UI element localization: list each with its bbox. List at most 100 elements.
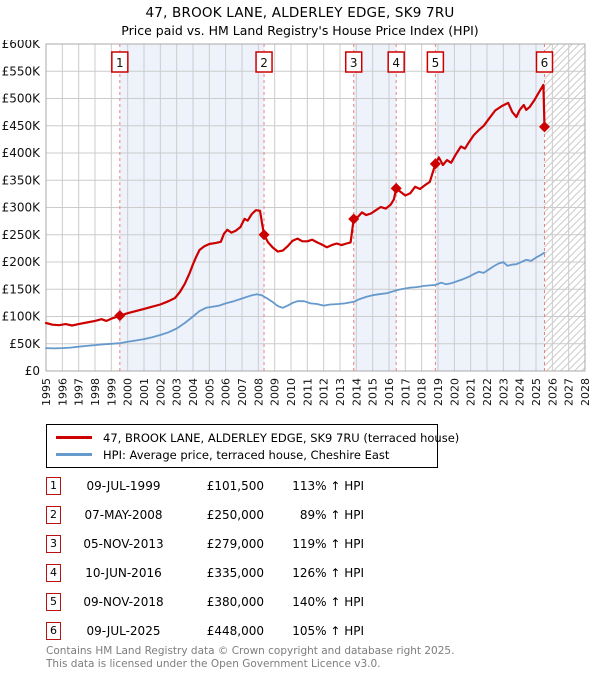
svg-text:2004: 2004 [187,378,200,406]
sales-table: 1 09-JUL-1999 £101,500 113% ↑ HPI 2 07-M… [46,476,386,650]
svg-text:2013: 2013 [334,378,347,406]
legend-label-hpi: HPI: Average price, terraced house, Ches… [103,447,390,462]
sale-date: 09-JUL-1999 [86,478,161,493]
svg-text:2021: 2021 [465,378,478,406]
svg-text:2007: 2007 [236,378,249,406]
sale-hpi-percent: 126% ↑ HPI [292,565,364,580]
svg-text:£600K: £600K [2,40,42,51]
svg-text:2015: 2015 [367,378,380,406]
sale-number-badge: 3 [46,534,61,553]
sale-number-badge: 1 [46,476,61,495]
svg-text:2020: 2020 [448,378,461,406]
svg-text:2023: 2023 [497,378,510,406]
svg-text:2026: 2026 [546,378,559,406]
sale-row-1: 1 09-JUL-1999 £101,500 113% ↑ HPI [46,476,386,495]
chart-title: 47, BROOK LANE, ALDERLEY EDGE, SK9 7RU [145,5,455,21]
svg-text:1998: 1998 [89,378,102,406]
svg-text:£500K: £500K [2,92,42,106]
svg-text:2027: 2027 [563,378,576,406]
sale-number-badge: 5 [46,592,61,611]
copyright-footer: Contains HM Land Registry data © Crown c… [46,645,454,671]
sale-row-4: 4 10-JUN-2016 £335,000 126% ↑ HPI [46,563,386,582]
sale-label-box-1 [111,51,129,73]
svg-text:2010: 2010 [285,378,298,406]
legend-row-hpi: HPI: Average price, terraced house, Ches… [56,446,428,463]
svg-text:£0: £0 [25,364,40,378]
sale-row-3: 3 05-NOV-2013 £279,000 119% ↑ HPI [46,534,386,553]
svg-text:2008: 2008 [252,378,265,406]
legend: 47, BROOK LANE, ALDERLEY EDGE, SK9 7RU (… [46,424,459,468]
svg-text:2: 2 [260,56,268,70]
footer-line-1: Contains HM Land Registry data © Crown c… [46,645,455,657]
sale-hpi-percent: 89% ↑ HPI [299,507,364,522]
sale-hpi-percent: 113% ↑ HPI [292,478,364,493]
svg-text:£400K: £400K [2,146,42,160]
sale-marker-2 [258,229,270,241]
svg-text:4: 4 [392,56,400,70]
svg-text:1996: 1996 [56,378,69,406]
sale-hpi-percent: 140% ↑ HPI [292,594,364,609]
sale-price: £448,000 [206,623,264,638]
sale-label-box-2 [255,51,273,73]
sale-date: 09-JUL-2025 [86,623,161,638]
svg-text:2006: 2006 [220,378,233,406]
svg-text:2001: 2001 [138,378,151,406]
sale-label-box-5 [426,51,445,73]
sale-date: 05-NOV-2013 [83,536,164,551]
svg-text:2005: 2005 [203,378,216,406]
price-line-swatch [56,436,92,439]
sale-price: £380,000 [206,594,264,609]
sale-date: 07-MAY-2008 [84,507,163,522]
y-axis-labels: £0 £50K £100K £150K £200K £250K £300K £350K £400… [2,40,42,378]
sale-hpi-percent: 105% ↑ HPI [292,623,364,638]
hpi-line [45,251,546,350]
sale-row-6: 6 09-JUL-2025 £448,000 105% ↑ HPI [46,621,386,640]
svg-text:2028: 2028 [579,378,592,406]
svg-text:2018: 2018 [416,378,429,406]
svg-text:£150K: £150K [2,282,42,296]
svg-text:3: 3 [350,56,358,70]
hpi-line-swatch [56,453,92,456]
svg-text:£50K: £50K [9,337,41,351]
svg-text:£100K: £100K [2,310,42,324]
svg-text:1999: 1999 [105,378,118,406]
sale-marker-1 [114,310,126,322]
sale-markers [114,121,550,322]
footer-line-2: This data is licensed under the Open Gov… [46,657,381,670]
svg-text:£450K: £450K [2,119,42,133]
grid [45,43,586,372]
sale-date: 10-JUN-2016 [85,565,162,580]
sale-row-5: 5 09-NOV-2018 £380,000 140% ↑ HPI [46,592,386,611]
svg-text:2019: 2019 [432,378,445,406]
legend-row-price: 47, BROOK LANE, ALDERLEY EDGE, SK9 7RU (… [56,429,459,446]
svg-text:2009: 2009 [269,378,282,406]
sale-number-badge: 4 [46,563,61,582]
svg-text:2017: 2017 [399,378,412,406]
sale-price: £101,500 [206,478,264,493]
sale-price: £279,000 [206,536,264,551]
sale-date: 09-NOV-2018 [83,594,164,609]
svg-text:2011: 2011 [301,378,314,406]
sale-marker-6 [538,121,550,133]
svg-text:2014: 2014 [350,378,363,406]
svg-text:1: 1 [116,56,124,70]
sale-price: £250,000 [206,507,264,522]
svg-text:6: 6 [541,56,549,70]
sale-label-box-6 [535,51,554,73]
svg-text:2012: 2012 [318,378,331,406]
svg-text:1997: 1997 [73,378,86,406]
sale-price: £335,000 [206,565,264,580]
sale-number-badge: 6 [46,621,61,640]
svg-text:£550K: £550K [2,64,42,78]
svg-text:5: 5 [432,56,440,70]
svg-text:2000: 2000 [122,378,135,406]
svg-text:£300K: £300K [2,201,42,215]
svg-text:2002: 2002 [154,378,167,406]
svg-text:£250K: £250K [2,228,42,242]
svg-text:1995: 1995 [40,378,53,406]
price-line [44,83,546,327]
svg-text:2003: 2003 [171,378,184,406]
sale-marker-5 [429,158,441,170]
sale-label-box-4 [387,51,405,73]
